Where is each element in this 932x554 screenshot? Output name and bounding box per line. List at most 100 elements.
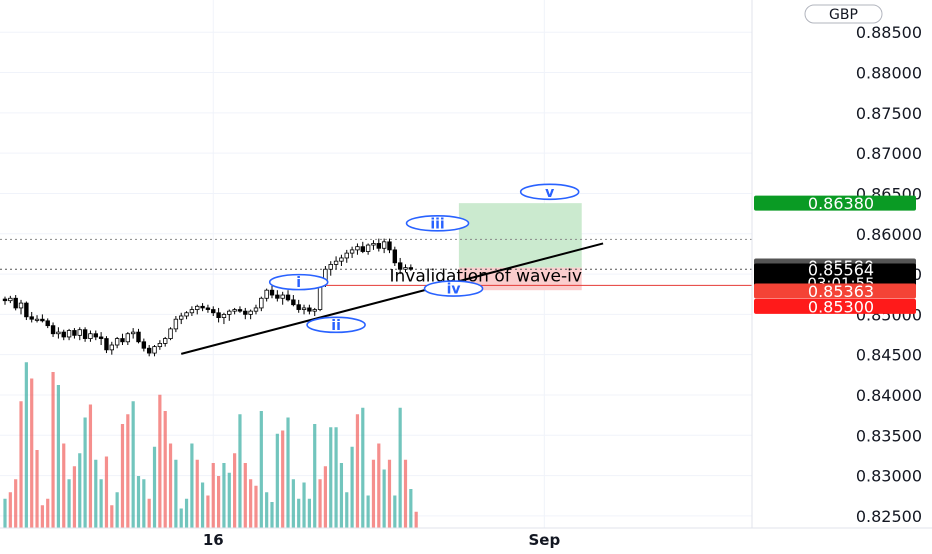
price-tick-label: 0.84500 bbox=[856, 346, 922, 365]
candle-body bbox=[77, 329, 82, 336]
price-tick-label: 0.83000 bbox=[856, 467, 922, 486]
volume-bar bbox=[19, 401, 23, 528]
volume-bar bbox=[110, 505, 114, 528]
wave-label-ellipse bbox=[268, 273, 329, 291]
price-tick-label: 0.84000 bbox=[856, 386, 922, 405]
candle-body bbox=[120, 338, 125, 343]
candle-body bbox=[339, 257, 344, 262]
candle-body bbox=[184, 312, 189, 317]
volume-bar bbox=[286, 417, 290, 528]
volume-bar bbox=[323, 466, 327, 528]
volume-bar bbox=[158, 394, 162, 528]
position-boxes bbox=[458, 203, 582, 291]
wave-label-ellipse bbox=[405, 214, 470, 232]
candle-body bbox=[328, 264, 333, 270]
candle-body bbox=[136, 331, 141, 343]
price-badge-bg bbox=[754, 298, 916, 314]
candle-body bbox=[312, 309, 317, 312]
candle-body bbox=[296, 304, 301, 310]
candle-body bbox=[216, 312, 221, 319]
volume-bar bbox=[249, 479, 253, 528]
candle-body bbox=[211, 309, 216, 314]
candle-body bbox=[8, 297, 13, 302]
volume-bar bbox=[131, 401, 135, 528]
candle-body bbox=[29, 316, 34, 320]
volume-bar bbox=[78, 453, 82, 528]
volume-bar bbox=[297, 498, 301, 528]
candle-body bbox=[13, 297, 18, 309]
volume-bar bbox=[179, 508, 183, 528]
volume-bar bbox=[46, 498, 50, 528]
candle-body bbox=[56, 331, 61, 335]
candle-body bbox=[349, 249, 355, 254]
candle-body bbox=[371, 243, 376, 246]
volume-bar bbox=[88, 404, 93, 528]
volume-bar bbox=[355, 414, 360, 528]
volume-bar bbox=[8, 492, 12, 528]
chart-grid bbox=[0, 0, 752, 528]
candle-body bbox=[307, 307, 312, 312]
volume-bar bbox=[345, 492, 349, 528]
volume-bar bbox=[24, 362, 28, 528]
candle-body bbox=[205, 307, 211, 310]
price-tick-label: 0.87000 bbox=[856, 144, 922, 163]
volume-bar bbox=[67, 479, 71, 528]
price-badge-bg bbox=[754, 283, 916, 299]
volume-bar bbox=[350, 446, 354, 528]
wave-label-i: i bbox=[268, 273, 329, 291]
trendline bbox=[180, 242, 604, 355]
volume-bar bbox=[270, 502, 274, 528]
price-badges: 0.863800.855800.8556403:01:550.853630.85… bbox=[754, 194, 916, 316]
volume-bar bbox=[72, 466, 77, 528]
candle-body bbox=[285, 294, 291, 301]
candle-body bbox=[291, 299, 296, 306]
volume-bar bbox=[3, 498, 7, 528]
volume-bar bbox=[318, 479, 322, 528]
candle-body bbox=[269, 289, 275, 296]
candle-body bbox=[376, 243, 381, 249]
volume-bar bbox=[291, 479, 295, 528]
volume-bar bbox=[163, 411, 167, 528]
volume-bar bbox=[174, 459, 178, 528]
annotation-text: Invalidation of wave-iv bbox=[389, 266, 581, 286]
wave-label-text: v bbox=[545, 185, 554, 201]
volume-bar bbox=[99, 479, 103, 528]
candle-body bbox=[173, 318, 179, 330]
price-badge-label: 0.85564 bbox=[808, 260, 874, 279]
price-badge-label: 0.85300 bbox=[808, 297, 874, 316]
volume-bar bbox=[377, 443, 381, 528]
volume-bar bbox=[217, 476, 221, 528]
volume-bar bbox=[168, 443, 173, 528]
volume-bar bbox=[334, 427, 338, 528]
volume-bar bbox=[104, 456, 109, 528]
volume-bar bbox=[206, 495, 210, 528]
price-tick-label: 0.87500 bbox=[856, 104, 922, 123]
candle-body bbox=[18, 302, 24, 309]
wave-label-ellipse bbox=[423, 280, 484, 297]
candle-body bbox=[232, 309, 237, 312]
candle-body bbox=[195, 305, 200, 310]
volume-bar bbox=[233, 453, 237, 528]
candle-body bbox=[403, 267, 408, 270]
wave-label-text: iii bbox=[430, 216, 444, 232]
wave-label-ellipse bbox=[519, 183, 580, 201]
wave-label-ii: ii bbox=[306, 316, 366, 334]
volume-bar bbox=[35, 450, 39, 528]
volume-bar bbox=[281, 430, 285, 528]
time-axis[interactable]: 16 Sep bbox=[0, 527, 932, 549]
volume-bar bbox=[200, 482, 205, 528]
candle-body bbox=[189, 309, 195, 314]
volume-bar bbox=[382, 469, 386, 528]
volume-bar bbox=[115, 492, 119, 528]
candle-body bbox=[275, 294, 280, 299]
candle-body bbox=[237, 309, 243, 312]
candle-body bbox=[88, 333, 93, 339]
candle-body bbox=[227, 310, 232, 315]
candle-body bbox=[280, 294, 285, 299]
candle-body bbox=[264, 289, 269, 299]
volume-bar bbox=[339, 463, 344, 528]
volume-bar bbox=[302, 482, 306, 528]
volume-bar bbox=[265, 492, 269, 528]
currency-text: GBP bbox=[829, 7, 858, 23]
